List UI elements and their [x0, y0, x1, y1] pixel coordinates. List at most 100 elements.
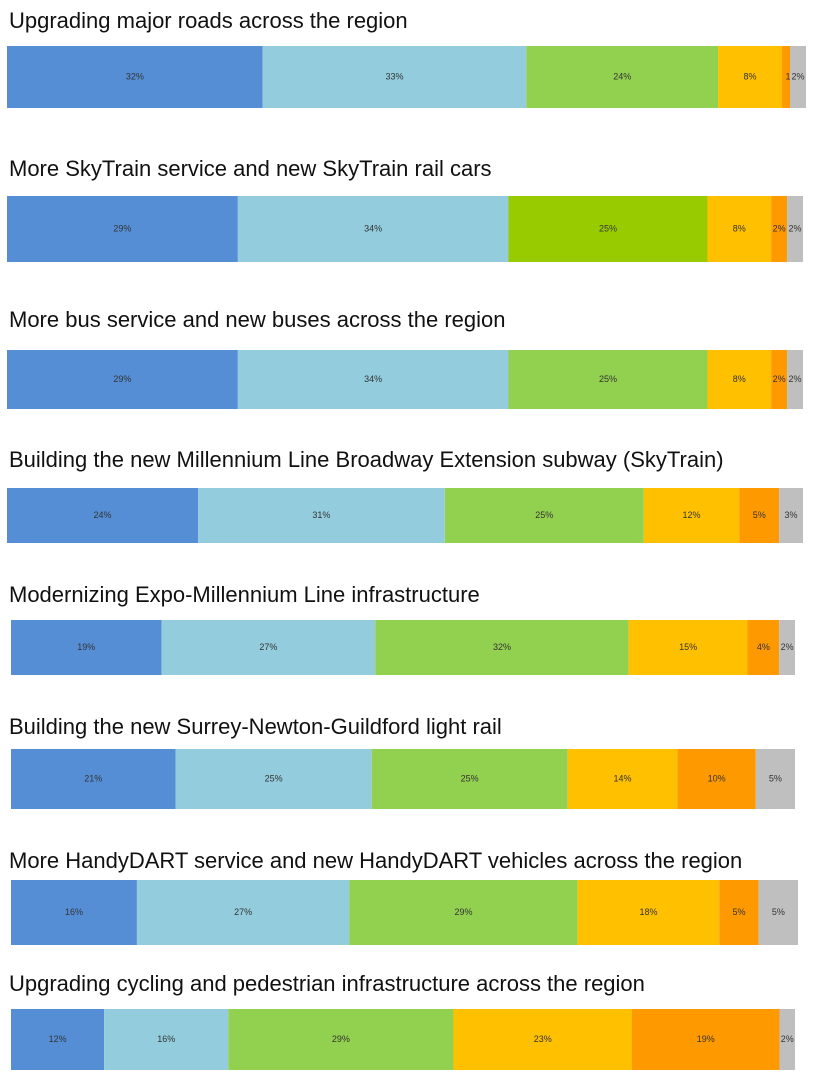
bar-segment — [11, 880, 137, 945]
bar-segment — [787, 196, 803, 262]
bar-segment — [779, 620, 795, 675]
bar-segment — [175, 749, 372, 809]
bar-segment — [453, 1009, 632, 1070]
bar-segment — [7, 350, 238, 409]
bar-segment — [371, 749, 568, 809]
bar-segment — [771, 196, 788, 262]
bar-segment — [707, 196, 772, 262]
bar-segment — [7, 196, 238, 262]
bar-segment — [779, 488, 803, 543]
value-label: 5% — [769, 773, 782, 783]
bar-segment — [739, 488, 780, 543]
value-label: 29% — [332, 1034, 350, 1044]
value-label: 25% — [265, 773, 283, 783]
value-label: 34% — [364, 374, 382, 384]
value-label: 10% — [708, 773, 726, 783]
bar-segment — [228, 1009, 454, 1070]
bar-segment — [11, 620, 162, 675]
chart-title: Building the new Surrey-Newton-Guildford… — [9, 714, 502, 739]
bar-segment — [526, 46, 719, 108]
bar-segment — [349, 880, 578, 945]
value-label: 29% — [113, 374, 131, 384]
chart-title: More SkyTrain service and new SkyTrain r… — [9, 156, 492, 181]
bar-segment — [677, 749, 756, 809]
bar-segment — [11, 749, 176, 809]
value-label: 25% — [461, 773, 479, 783]
value-label: 8% — [733, 374, 746, 384]
value-label: 16% — [157, 1034, 175, 1044]
value-label: 34% — [364, 223, 382, 233]
value-label: 18% — [639, 907, 657, 917]
value-label: 19% — [77, 642, 95, 652]
bar-segment — [508, 196, 708, 262]
bar-segment — [771, 350, 788, 409]
bar-segment — [718, 46, 783, 108]
bar-segment — [758, 880, 798, 945]
bar-segment — [707, 350, 772, 409]
bar-segment — [755, 749, 795, 809]
bar-segment — [782, 46, 791, 108]
value-label: 27% — [259, 642, 277, 652]
chart-title: Modernizing Expo-Millennium Line infrast… — [9, 582, 480, 607]
value-label: 31% — [312, 510, 330, 520]
value-label: 32% — [493, 642, 511, 652]
value-label: 24% — [613, 71, 631, 81]
value-label: 29% — [113, 223, 131, 233]
bar-segment — [7, 488, 199, 543]
bar-segment — [643, 488, 740, 543]
bar-segment — [11, 1009, 105, 1070]
value-label: 2% — [773, 223, 786, 233]
chart-title: More bus service and new buses across th… — [9, 307, 505, 332]
value-label: 16% — [65, 907, 83, 917]
value-label: 8% — [733, 223, 746, 233]
value-label: 5% — [772, 907, 785, 917]
value-label: 21% — [84, 773, 102, 783]
value-label: 23% — [534, 1034, 552, 1044]
value-label: 19% — [697, 1034, 715, 1044]
bar-segment — [787, 350, 803, 409]
bar-segment — [719, 880, 759, 945]
chart-title: More HandyDART service and new HandyDART… — [9, 848, 742, 873]
bar-segment — [444, 488, 644, 543]
value-label: 4% — [757, 642, 770, 652]
bar-segment — [104, 1009, 229, 1070]
bar-segment — [508, 350, 708, 409]
value-label: 12% — [49, 1034, 67, 1044]
bar-segment — [567, 749, 678, 809]
value-label: 2% — [792, 71, 805, 81]
bar-segment — [161, 620, 376, 675]
value-label: 5% — [753, 510, 766, 520]
value-label: 25% — [599, 374, 617, 384]
bar-segment — [237, 350, 509, 409]
chart-title: Upgrading cycling and pedestrian infrast… — [9, 971, 645, 996]
value-label: 5% — [732, 907, 745, 917]
bar-segment — [198, 488, 445, 543]
value-label: 29% — [455, 907, 473, 917]
value-label: 25% — [535, 510, 553, 520]
value-label: 15% — [679, 642, 697, 652]
bar-segment — [747, 620, 780, 675]
bar-segment — [136, 880, 350, 945]
value-label: 2% — [781, 1034, 794, 1044]
bar-segment — [577, 880, 720, 945]
value-label: 27% — [234, 907, 252, 917]
bar-segment — [628, 620, 748, 675]
bar-segment — [7, 46, 263, 108]
bar-segment — [262, 46, 527, 108]
value-label: 32% — [126, 71, 144, 81]
bar-segment — [237, 196, 509, 262]
bar-segment — [375, 620, 629, 675]
chart-title: Upgrading major roads across the region — [9, 8, 408, 33]
value-label: 2% — [789, 374, 802, 384]
value-label: 33% — [386, 71, 404, 81]
value-label: 2% — [781, 642, 794, 652]
value-label: 3% — [785, 510, 798, 520]
value-label: 24% — [94, 510, 112, 520]
chart-title: Building the new Millennium Line Broadwa… — [9, 447, 724, 472]
bar-segment — [790, 46, 806, 108]
bar-segment — [631, 1009, 780, 1070]
value-label: 12% — [683, 510, 701, 520]
value-label: 8% — [744, 71, 757, 81]
value-label: 2% — [789, 223, 802, 233]
